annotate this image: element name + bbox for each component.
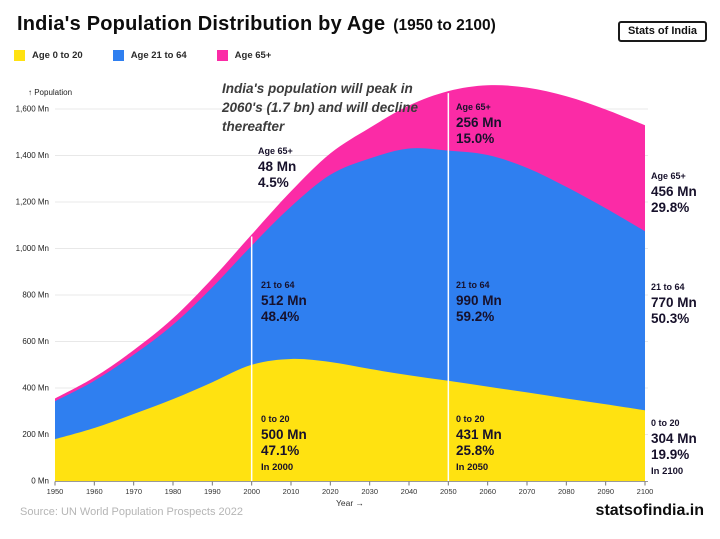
- page-title: India's Population Distribution by Age: [17, 13, 386, 35]
- callout-inyear-text: In 2050: [456, 462, 489, 473]
- callout-0-to-20-2100: 0 to 20 304 Mn 19.9% In 2100: [651, 418, 697, 477]
- y-tick-label: 400 Mn: [22, 384, 49, 393]
- brand-watermark: statsofindia.in: [595, 502, 704, 519]
- callout-pct-text: 19.9%: [651, 447, 690, 462]
- y-tick-label: 0 Mn: [31, 477, 49, 486]
- callout-value-text: 500 Mn: [261, 427, 307, 442]
- callout-label-text: 0 to 20: [261, 414, 290, 424]
- callout-0-to-20-2050: 0 to 20 431 Mn 25.8% In 2050: [456, 414, 502, 473]
- callout-value-text: 770 Mn: [651, 295, 697, 310]
- x-tick-label: 2100: [637, 487, 654, 496]
- callout-0-to-20-2000: 0 to 20 500 Mn 47.1% In 2000: [261, 414, 307, 473]
- callout-value-text: 431 Mn: [456, 427, 502, 442]
- x-tick-label: 2020: [322, 487, 339, 496]
- callout-label-text: 0 to 20: [456, 414, 485, 424]
- callout-label-text: 21 to 64: [456, 280, 490, 290]
- callout-value-text: 256 Mn: [456, 115, 502, 130]
- callout-pct-text: 48.4%: [261, 309, 300, 324]
- x-tick-label: 2090: [597, 487, 614, 496]
- callout-label-text: Age 65+: [258, 146, 293, 156]
- callout-value-text: 990 Mn: [456, 293, 502, 308]
- callout-age-65-: Age 65+ 456 Mn 29.8%: [651, 171, 697, 216]
- callout-label-text: 21 to 64: [261, 280, 295, 290]
- x-tick-label: 2000: [243, 487, 260, 496]
- callout-pct-text: 47.1%: [261, 443, 300, 458]
- x-tick-label: 2010: [283, 487, 300, 496]
- y-tick-label: 1,400 Mn: [16, 151, 49, 160]
- callout-label-text: 21 to 64: [651, 282, 685, 292]
- y-tick-label: 800 Mn: [22, 291, 49, 300]
- callout-inyear-text: In 2000: [261, 462, 294, 473]
- callout-age-65-: Age 65+ 256 Mn 15.0%: [456, 102, 502, 147]
- x-tick-label: 1980: [165, 487, 182, 496]
- x-tick-label: 1960: [86, 487, 103, 496]
- legend-label: Age 0 to 20: [32, 50, 83, 61]
- callout-21-to-64: 21 to 64 770 Mn 50.3%: [651, 282, 697, 327]
- x-tick-label: 2040: [401, 487, 418, 496]
- callout-pct-text: 15.0%: [456, 131, 495, 146]
- callout-label-text: 0 to 20: [651, 418, 680, 428]
- x-tick-label: 2070: [519, 487, 536, 496]
- x-tick-label: 1970: [125, 487, 142, 496]
- legend-item-age-65-: Age 65+: [216, 50, 272, 61]
- x-tick-label: 2080: [558, 487, 575, 496]
- x-tick-label: 1990: [204, 487, 221, 496]
- callout-21-to-64: 21 to 64 512 Mn 48.4%: [261, 280, 307, 325]
- callout-inyear-text: In 2100: [651, 466, 684, 477]
- area-age-0-20: [55, 358, 645, 481]
- legend-swatch-icon: [112, 50, 124, 61]
- y-axis-title: ↑ Population: [28, 88, 72, 97]
- callout-21-to-64: 21 to 64 990 Mn 59.2%: [456, 280, 502, 325]
- page-title-range: (1950 to 2100): [393, 17, 496, 34]
- callout-age-65-: Age 65+ 48 Mn 4.5%: [258, 146, 296, 191]
- y-tick-label: 1,000 Mn: [16, 244, 49, 253]
- legend-swatch-icon: [216, 50, 228, 61]
- stats-of-india-badge: Stats of India: [617, 21, 707, 42]
- x-tick-label: 2060: [479, 487, 496, 496]
- callout-pct-text: 4.5%: [258, 175, 289, 190]
- callout-pct-text: 50.3%: [651, 311, 690, 326]
- y-tick-label: 600 Mn: [22, 337, 49, 346]
- y-tick-label: 200 Mn: [22, 430, 49, 439]
- x-tick-label: 1950: [47, 487, 64, 496]
- callout-pct-text: 59.2%: [456, 309, 495, 324]
- callout-value-text: 512 Mn: [261, 293, 307, 308]
- callout-pct-text: 25.8%: [456, 443, 495, 458]
- legend-swatch-icon: [14, 50, 25, 61]
- y-tick-label: 1,600 Mn: [16, 105, 49, 114]
- chart-legend: Age 0 to 20 Age 21 to 64 Age 65+: [14, 50, 271, 61]
- callout-value-text: 456 Mn: [651, 184, 697, 199]
- legend-item-age-0-to-20: Age 0 to 20: [14, 50, 83, 61]
- callout-pct-text: 29.8%: [651, 200, 690, 215]
- y-tick-label: 1,200 Mn: [16, 198, 49, 207]
- peak-annotation: India's population will peak in 2060's (…: [222, 81, 419, 135]
- legend-item-age-21-to-64: Age 21 to 64: [112, 50, 187, 61]
- legend-label: Age 65+: [234, 50, 272, 61]
- x-tick-label: 2050: [440, 487, 457, 496]
- callout-value-text: 304 Mn: [651, 431, 697, 446]
- callout-label-text: Age 65+: [651, 171, 686, 181]
- x-tick-label: 2030: [361, 487, 378, 496]
- title-row: India's Population Distribution by Age (…: [17, 13, 496, 36]
- source-note: Source: UN World Population Prospects 20…: [20, 506, 243, 518]
- legend-label: Age 21 to 64: [130, 50, 187, 61]
- callout-value-text: 48 Mn: [258, 159, 297, 174]
- callout-label-text: Age 65+: [456, 102, 491, 112]
- x-axis-title: Year →: [336, 498, 364, 508]
